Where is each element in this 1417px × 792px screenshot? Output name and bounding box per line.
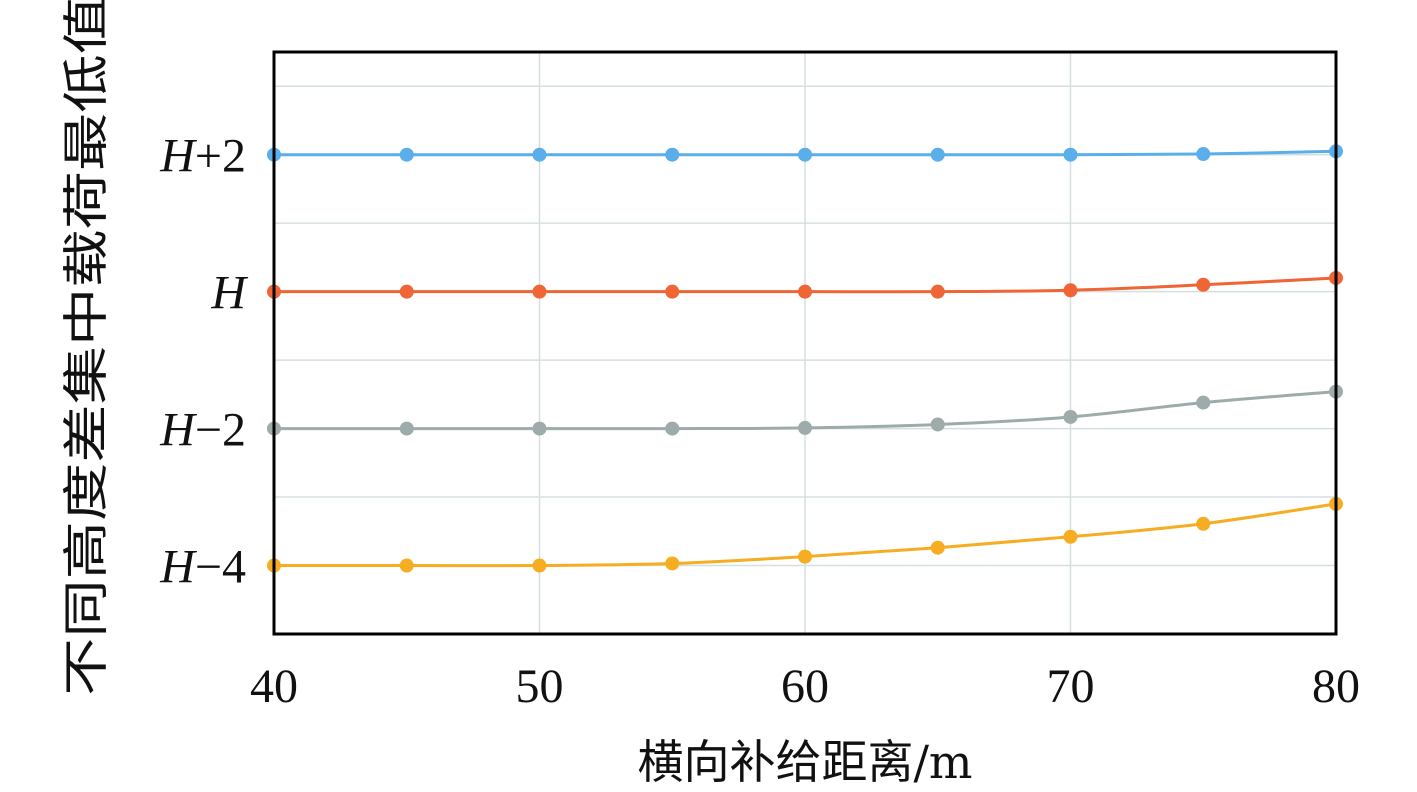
- data-point: [1063, 283, 1078, 298]
- data-point: [665, 284, 680, 299]
- y-tick-label: H+2: [159, 130, 246, 183]
- y-tick-label-base: H: [159, 541, 197, 594]
- y-tick-label: H: [210, 267, 248, 320]
- data-point: [665, 421, 680, 436]
- y-tick-label-suffix: −4: [195, 541, 246, 594]
- y-tick-label-base: H: [210, 267, 248, 320]
- y-tick-label-base: H: [159, 404, 197, 457]
- y-tick-labels: H+2HH−2H−4: [159, 130, 248, 594]
- data-point: [930, 417, 945, 432]
- data-point: [1063, 529, 1078, 544]
- x-tick-label: 80: [1312, 660, 1360, 713]
- series-2: [267, 270, 1343, 299]
- x-tick-label: 70: [1047, 660, 1095, 713]
- data-point: [1196, 395, 1211, 410]
- data-point: [1196, 147, 1211, 162]
- data-point: [798, 147, 812, 162]
- data-point: [1196, 277, 1211, 292]
- y-tick-label-suffix: −2: [195, 404, 246, 457]
- data-point: [532, 421, 547, 436]
- data-point: [399, 147, 414, 162]
- y-tick-label: H−4: [159, 541, 246, 594]
- data-point: [1063, 147, 1078, 162]
- data-point: [665, 147, 680, 162]
- data-point: [930, 540, 945, 555]
- series-1: [267, 144, 1343, 162]
- x-tick-label: 40: [250, 660, 298, 713]
- data-point: [532, 147, 547, 162]
- y-tick-label: H−2: [159, 404, 246, 457]
- data-point: [930, 284, 945, 299]
- data-point: [665, 556, 680, 571]
- data-point: [399, 284, 414, 299]
- data-point: [798, 549, 812, 564]
- x-tick-label: 50: [516, 660, 564, 713]
- data-point: [1063, 409, 1078, 424]
- y-axis-title: 不同高度差集中载荷最低值: [59, 0, 113, 696]
- series-3: [267, 384, 1343, 436]
- data-point: [399, 558, 414, 573]
- data-point: [930, 147, 945, 162]
- data-point: [532, 284, 547, 299]
- data-point: [798, 284, 812, 299]
- y-tick-label-suffix: +2: [195, 130, 246, 183]
- data-point: [1196, 516, 1211, 531]
- data-point: [399, 421, 414, 436]
- plot-frame: [272, 50, 1338, 636]
- grid-lines: [274, 52, 1336, 634]
- x-tick-labels: 40 50 60 70 80: [250, 660, 1360, 713]
- x-axis-title: 横向补给距离/m: [637, 735, 972, 789]
- x-tick-label: 60: [781, 660, 829, 713]
- data-point: [532, 558, 547, 573]
- data-point: [798, 420, 812, 435]
- y-tick-label-base: H: [159, 130, 197, 183]
